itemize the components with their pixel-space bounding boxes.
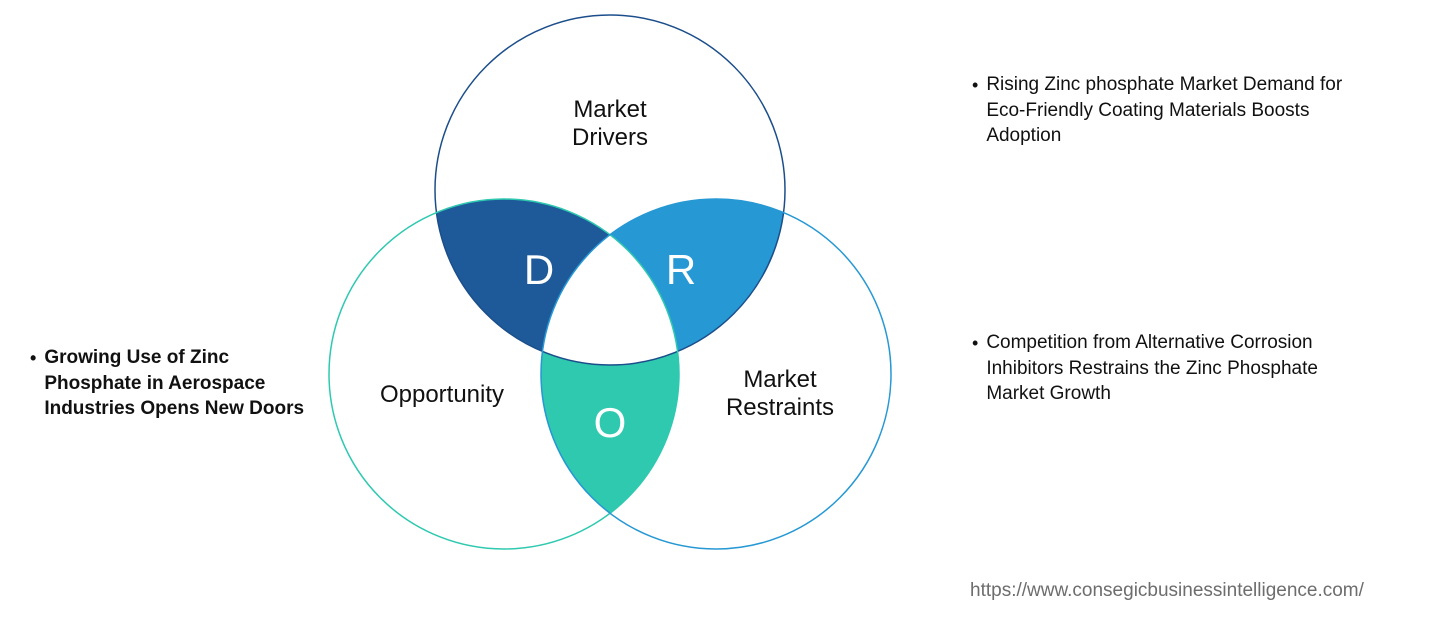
label-opportunity: Opportunity <box>292 381 592 410</box>
bullet-item: • Rising Zinc phosphate Market Demand for… <box>972 72 1352 149</box>
label-line: Restraints <box>630 394 930 423</box>
bullet-dot-icon: • <box>972 76 978 94</box>
bullet-dot-icon: • <box>30 349 36 367</box>
letter-o: O <box>570 399 650 447</box>
bullets-drivers: • Rising Zinc phosphate Market Demand for… <box>972 72 1352 149</box>
letter-r: R <box>641 246 721 294</box>
source-url: https://www.consegicbusinessintelligence… <box>970 580 1364 602</box>
label-line: Opportunity <box>292 381 592 410</box>
bullets-opportunity: • Growing Use of Zinc Phosphate in Aerosp… <box>30 345 330 422</box>
bullet-text: Rising Zinc phosphate Market Demand for … <box>986 72 1352 149</box>
diagram-canvas: Market Drivers Opportunity Market Restra… <box>0 0 1453 633</box>
bullet-dot-icon: • <box>972 334 978 352</box>
bullet-text: Competition from Alternative Corrosion I… <box>986 330 1352 407</box>
label-line: Drivers <box>460 124 760 153</box>
label-market-drivers: Market Drivers <box>460 96 760 154</box>
bullet-text: Growing Use of Zinc Phosphate in Aerospa… <box>44 345 330 422</box>
letter-d: D <box>499 246 579 294</box>
bullets-restraints: • Competition from Alternative Corrosion … <box>972 330 1352 407</box>
label-line: Market <box>460 96 760 125</box>
bullet-item: • Competition from Alternative Corrosion … <box>972 330 1352 407</box>
label-line: Market <box>630 366 930 395</box>
bullet-item: • Growing Use of Zinc Phosphate in Aerosp… <box>30 345 330 422</box>
label-market-restraints: Market Restraints <box>630 366 930 424</box>
